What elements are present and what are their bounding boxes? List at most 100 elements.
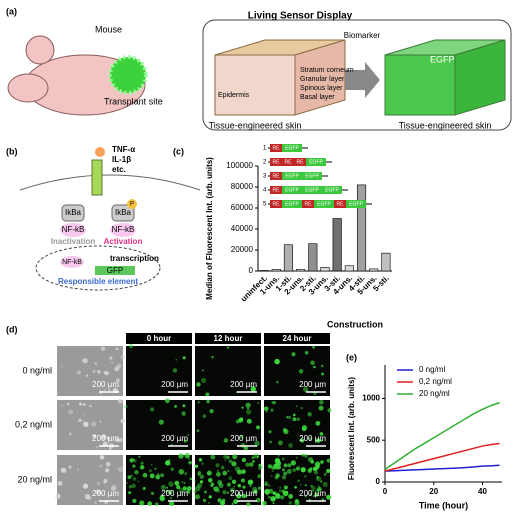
cell — [243, 445, 249, 451]
label: GFP — [107, 266, 123, 275]
cell — [118, 437, 123, 443]
micrograph — [57, 346, 123, 396]
cell — [288, 443, 293, 448]
cell — [224, 459, 227, 461]
cell — [320, 460, 324, 464]
layer: Granular layer — [300, 76, 345, 83]
cell — [142, 472, 148, 478]
column-label: 0 hour — [147, 334, 171, 343]
cell — [258, 463, 262, 467]
cell — [315, 464, 320, 469]
cell — [157, 473, 160, 476]
cell — [297, 479, 300, 483]
x-tick-label: 20 — [429, 487, 438, 496]
cell — [164, 398, 170, 404]
cell — [246, 409, 252, 415]
mouse-head — [7, 73, 49, 103]
arrow — [345, 62, 380, 98]
construct-part — [270, 144, 282, 152]
bar — [259, 270, 269, 272]
cell — [196, 429, 200, 432]
cell — [193, 490, 197, 494]
cell — [310, 460, 315, 464]
cell — [307, 412, 312, 417]
cell — [154, 502, 159, 506]
cell — [264, 481, 269, 486]
ligand-label: IL-1β — [112, 155, 131, 164]
bar — [308, 243, 318, 272]
cell — [194, 480, 196, 482]
cell — [294, 485, 297, 489]
cell — [139, 465, 145, 470]
cell — [174, 480, 180, 486]
y-tick-label: 500 — [367, 435, 381, 444]
cell — [117, 398, 123, 404]
cell — [140, 461, 144, 465]
cell — [319, 439, 323, 442]
cell — [83, 414, 86, 417]
cell — [94, 362, 98, 365]
cell — [281, 468, 285, 472]
cell — [268, 488, 274, 494]
receptor — [91, 159, 103, 196]
cell — [312, 495, 315, 498]
x-tick-label: 40 — [478, 487, 487, 496]
cell — [281, 489, 286, 494]
construct-number: 2 — [263, 160, 267, 166]
cell — [313, 365, 316, 369]
skin-block-green — [384, 54, 456, 116]
label: Transplant site — [104, 96, 163, 106]
cell — [251, 456, 255, 459]
cell — [176, 484, 181, 490]
cell — [217, 480, 223, 485]
construct-number: 4 — [263, 188, 267, 194]
cell — [281, 475, 287, 480]
x-axis-label: Time (hour) — [419, 500, 468, 510]
cell — [178, 453, 184, 459]
construct-label: RE — [273, 173, 281, 179]
cell — [283, 471, 288, 476]
series-line — [384, 464, 500, 472]
cell — [57, 481, 63, 486]
cell — [194, 494, 200, 500]
cell — [202, 414, 207, 418]
cell — [292, 468, 297, 472]
gfp-box — [95, 266, 135, 275]
label: EGFP — [430, 54, 455, 64]
cell — [111, 484, 117, 491]
cell — [312, 345, 315, 349]
cell — [128, 344, 134, 349]
cell — [105, 468, 110, 473]
cell — [246, 502, 251, 507]
cell — [303, 386, 309, 393]
cell — [76, 370, 81, 375]
chart-title: Construction — [327, 319, 383, 329]
column-label: 12 hour — [214, 334, 243, 343]
series-line — [384, 442, 500, 472]
cell — [320, 480, 323, 483]
cell — [257, 401, 259, 404]
construct-label: RE — [297, 159, 305, 165]
cell — [150, 463, 153, 466]
cell — [169, 464, 172, 466]
cell — [228, 476, 233, 481]
cell — [196, 382, 201, 387]
cell — [283, 463, 288, 468]
cell — [137, 480, 140, 483]
cell — [154, 467, 157, 470]
cell — [120, 418, 125, 424]
y-tick-label: 100000 — [226, 161, 253, 170]
cell — [241, 406, 244, 409]
cell — [323, 473, 327, 476]
cell — [275, 460, 282, 467]
cell — [55, 390, 59, 394]
cell — [246, 418, 252, 424]
cell — [95, 446, 99, 449]
cell — [312, 489, 315, 493]
cell — [319, 432, 324, 436]
cell — [229, 487, 235, 493]
cell — [257, 465, 263, 471]
cell — [178, 488, 184, 493]
construct-label: EGFP — [305, 173, 319, 179]
cell — [288, 415, 292, 419]
